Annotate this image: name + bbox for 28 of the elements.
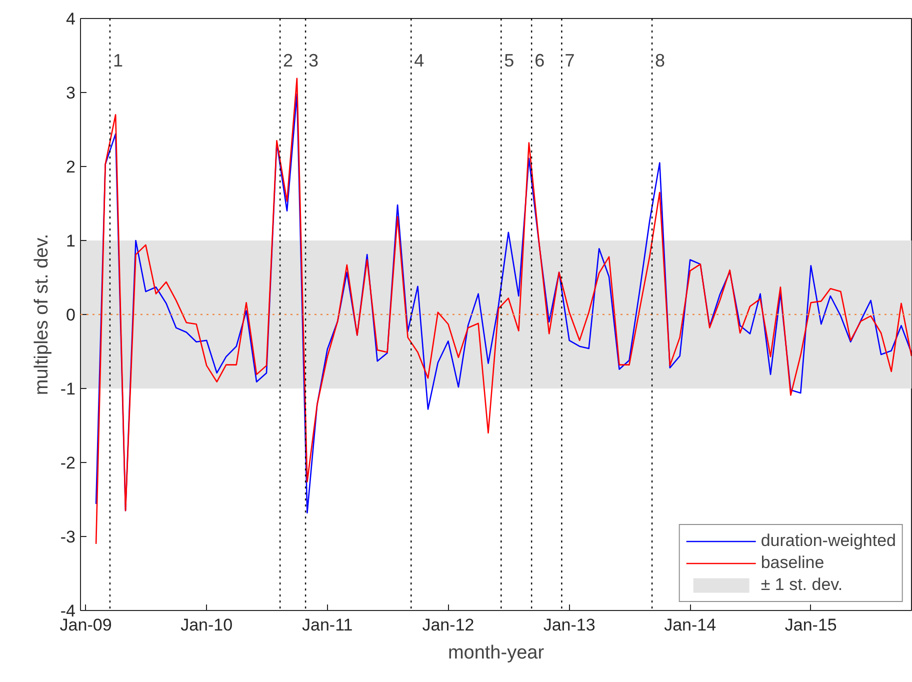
legend-label: duration-weighted — [760, 531, 896, 551]
ref-line-label: 6 — [534, 50, 545, 70]
x-tick-label: Jan-10 — [180, 616, 233, 634]
y-tick-label: 2 — [66, 158, 76, 176]
ref-line-label: 4 — [414, 50, 424, 70]
x-tick-label: Jan-15 — [784, 616, 837, 634]
x-tick-label: Jan-11 — [302, 616, 353, 634]
x-tick-label: Jan-09 — [60, 616, 112, 634]
legend-label: baseline — [760, 553, 824, 573]
ref-line-label: 5 — [504, 50, 514, 70]
x-axis-title: month-year — [448, 642, 545, 664]
ref-line-label: 1 — [112, 50, 123, 70]
y-tick-label: -1 — [60, 380, 76, 398]
y-tick-label: -2 — [60, 454, 76, 472]
x-tick-label: Jan-13 — [543, 616, 596, 634]
ref-line-label: 2 — [283, 50, 294, 70]
y-tick-label: -3 — [60, 528, 76, 546]
y-tick-label: 1 — [66, 232, 76, 250]
legend-label: ± 1 st. dev. — [760, 575, 843, 595]
ref-line-label: 7 — [564, 50, 575, 70]
y-tick-label: 3 — [66, 84, 76, 102]
ref-line-label: 3 — [308, 50, 319, 70]
y-tick-label: 0 — [66, 306, 76, 324]
ref-line-label: 8 — [655, 50, 666, 70]
x-tick-label: Jan-12 — [422, 616, 474, 634]
x-tick-label: Jan-14 — [664, 616, 716, 634]
y-axis-title: multiples of st. dev. — [31, 234, 52, 396]
y-tick-label: 4 — [66, 10, 76, 28]
